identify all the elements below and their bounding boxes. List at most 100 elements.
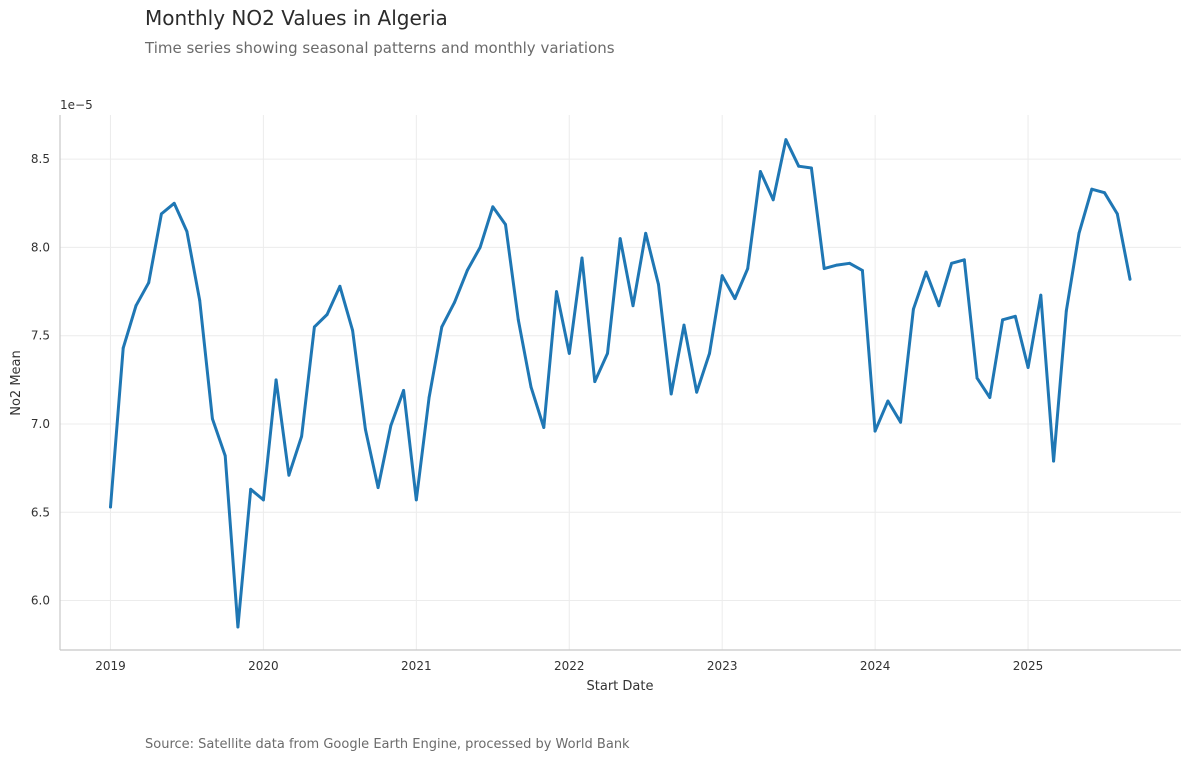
data-point bbox=[402, 389, 405, 392]
data-point bbox=[147, 281, 151, 285]
data-point bbox=[504, 223, 507, 226]
data-point bbox=[211, 417, 214, 421]
x-tick-label: 2023 bbox=[707, 659, 738, 673]
data-point bbox=[1103, 191, 1106, 195]
x-tick-label: 2024 bbox=[860, 659, 891, 673]
data-point bbox=[491, 205, 495, 209]
data-point bbox=[567, 352, 571, 355]
data-point bbox=[606, 352, 609, 355]
x-tick-label: 2019 bbox=[95, 659, 126, 673]
data-point bbox=[134, 304, 138, 308]
data-point bbox=[580, 256, 584, 260]
data-point bbox=[924, 270, 928, 274]
data-point bbox=[427, 396, 431, 399]
data-point bbox=[121, 346, 125, 350]
x-tick-label: 2025 bbox=[1013, 659, 1044, 673]
data-point bbox=[1026, 366, 1030, 369]
data-point bbox=[376, 486, 380, 489]
data-point bbox=[1013, 314, 1017, 318]
data-point bbox=[351, 329, 354, 332]
data-point bbox=[810, 166, 813, 170]
data-point bbox=[771, 198, 775, 202]
y-tick-label: 7.0 bbox=[31, 417, 50, 431]
data-point bbox=[975, 376, 979, 380]
data-point bbox=[835, 263, 839, 267]
data-point bbox=[1039, 293, 1043, 297]
data-point bbox=[249, 487, 253, 491]
data-point bbox=[912, 307, 915, 311]
data-point bbox=[516, 318, 520, 322]
data-point bbox=[109, 505, 112, 509]
data-point bbox=[695, 390, 699, 394]
x-tick-label: 2022 bbox=[554, 659, 585, 673]
data-point bbox=[274, 378, 278, 382]
data-point bbox=[1064, 309, 1068, 313]
x-tick-labels: 2019 2020 2021 2022 2023 2024 2025 bbox=[95, 659, 1043, 673]
data-point bbox=[1001, 318, 1004, 322]
data-point bbox=[300, 435, 303, 438]
source-note: Source: Satellite data from Google Earth… bbox=[145, 737, 630, 752]
data-point bbox=[886, 399, 890, 403]
x-axis-title: Start Date bbox=[587, 679, 654, 694]
data-point bbox=[478, 246, 482, 249]
y-tick-label: 6.0 bbox=[31, 594, 50, 608]
data-point bbox=[364, 427, 367, 431]
data-point bbox=[822, 267, 826, 270]
data-point bbox=[1115, 212, 1119, 216]
data-point bbox=[593, 380, 597, 383]
y-tick-label: 7.5 bbox=[31, 329, 50, 343]
data-point bbox=[720, 274, 724, 278]
data-point bbox=[198, 299, 202, 302]
series-group bbox=[109, 138, 1132, 629]
data-point bbox=[1052, 459, 1055, 463]
data-point bbox=[338, 284, 342, 288]
y-tick-label: 8.5 bbox=[31, 152, 50, 166]
data-point bbox=[733, 297, 737, 300]
data-point bbox=[988, 396, 992, 399]
x-tick-label: 2021 bbox=[401, 659, 432, 673]
data-point bbox=[542, 426, 546, 429]
data-point bbox=[682, 323, 686, 327]
data-point bbox=[465, 269, 469, 272]
data-point bbox=[389, 424, 393, 428]
y-axis-title: No2 Mean bbox=[9, 350, 24, 416]
data-point bbox=[172, 201, 176, 205]
x-tick-label: 2020 bbox=[248, 659, 279, 673]
data-point bbox=[262, 498, 265, 502]
data-point bbox=[529, 385, 533, 389]
data-point bbox=[1128, 277, 1132, 281]
y-tick-label: 8.0 bbox=[31, 240, 50, 254]
data-point bbox=[185, 230, 189, 233]
data-point bbox=[453, 300, 456, 304]
data-point bbox=[414, 498, 418, 502]
data-point bbox=[797, 164, 801, 168]
data-point bbox=[618, 237, 622, 241]
data-point bbox=[848, 261, 851, 265]
data-point bbox=[644, 231, 648, 235]
data-point bbox=[873, 429, 877, 433]
data-point bbox=[746, 267, 750, 270]
y-tick-label: 6.5 bbox=[31, 505, 50, 519]
data-point bbox=[899, 420, 902, 424]
data-point bbox=[440, 325, 444, 329]
data-point bbox=[287, 473, 291, 477]
data-point bbox=[1077, 231, 1081, 235]
data-point bbox=[236, 625, 240, 629]
data-point bbox=[759, 170, 762, 173]
data-point bbox=[223, 454, 227, 458]
data-point bbox=[937, 304, 941, 308]
data-point bbox=[555, 290, 558, 293]
data-point bbox=[861, 269, 864, 272]
chart-subtitle: Time series showing seasonal patterns an… bbox=[145, 39, 615, 57]
x-gridlines bbox=[109, 115, 1029, 650]
y-scale-label: 1e−5 bbox=[60, 98, 93, 112]
chart-title: Monthly NO2 Values in Algeria bbox=[145, 6, 448, 30]
data-point bbox=[708, 352, 711, 355]
data-point bbox=[950, 261, 953, 265]
data-point bbox=[669, 392, 673, 396]
data-point bbox=[784, 138, 788, 142]
data-point bbox=[325, 313, 329, 316]
y-gridlines bbox=[60, 158, 1181, 602]
data-point bbox=[657, 283, 660, 286]
